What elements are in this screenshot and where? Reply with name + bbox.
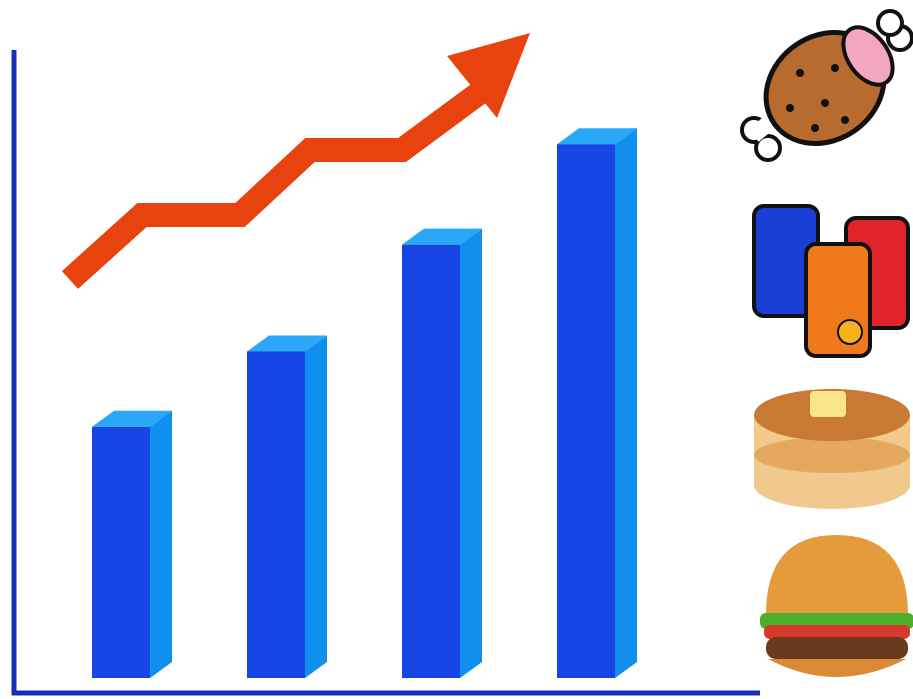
bar-side xyxy=(305,335,327,678)
bar-top xyxy=(247,335,327,352)
bar xyxy=(557,128,637,678)
arrow-head xyxy=(447,33,530,118)
meat-icon xyxy=(740,8,913,163)
bar-side xyxy=(615,128,637,678)
bars xyxy=(92,128,637,678)
bar-top xyxy=(557,128,637,145)
bar-front xyxy=(247,351,305,678)
bar-front xyxy=(402,244,460,678)
bar-front xyxy=(92,426,150,678)
bar-side xyxy=(150,410,172,678)
bar-side xyxy=(460,228,482,678)
pancake-icon xyxy=(754,389,910,509)
trend-arrow xyxy=(61,33,530,289)
bar xyxy=(247,335,327,678)
bar-front xyxy=(557,144,615,678)
bar-top xyxy=(92,410,172,427)
bar-top xyxy=(402,228,482,245)
arrow-shaft xyxy=(61,75,498,289)
bar xyxy=(402,228,482,678)
bar xyxy=(92,410,172,678)
cans-icon xyxy=(752,204,910,358)
burger-icon xyxy=(760,535,913,677)
